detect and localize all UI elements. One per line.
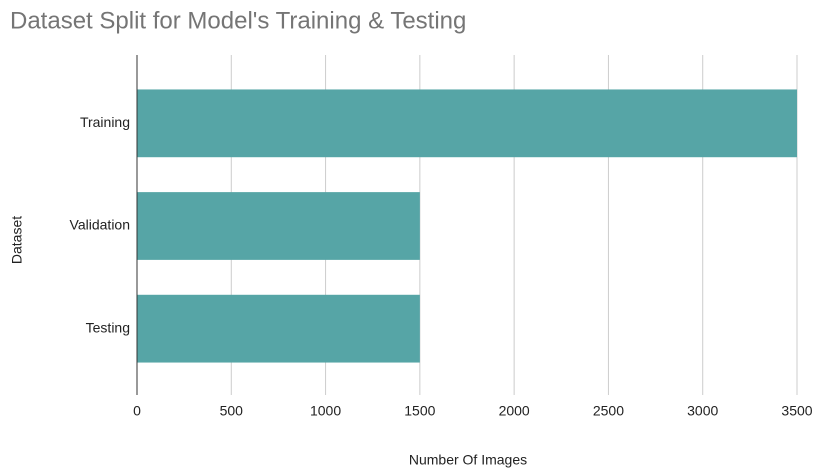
x-tick-label: 1500 bbox=[404, 403, 435, 419]
y-tick-label: Testing bbox=[86, 319, 130, 335]
x-axis-title: Number Of Images bbox=[409, 452, 527, 468]
x-tick-label: 1000 bbox=[310, 403, 341, 419]
bar bbox=[137, 294, 420, 363]
y-tick-label: Training bbox=[80, 114, 130, 130]
bar bbox=[137, 192, 420, 260]
x-tick-label: 2500 bbox=[593, 403, 624, 419]
y-axis-title: Dataset bbox=[9, 216, 25, 264]
x-tick-label: 500 bbox=[220, 403, 244, 419]
chart-title: Dataset Split for Model's Training & Tes… bbox=[10, 7, 466, 34]
x-tick-label: 3000 bbox=[687, 403, 718, 419]
x-tick-label: 0 bbox=[133, 403, 141, 419]
x-tick-label: 2000 bbox=[499, 403, 530, 419]
y-tick-label: Validation bbox=[70, 217, 130, 233]
x-tick-label: 3500 bbox=[781, 403, 812, 419]
bar bbox=[137, 89, 797, 158]
